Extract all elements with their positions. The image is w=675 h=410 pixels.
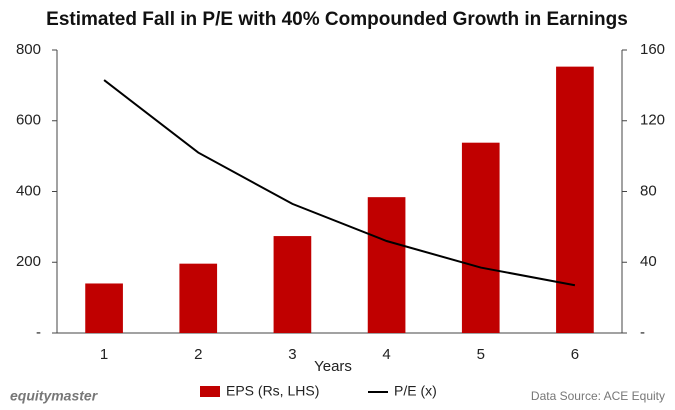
y-tick-label: 200 <box>16 253 41 270</box>
y2-tick-label: 40 <box>640 253 657 270</box>
bar <box>367 197 406 333</box>
bar <box>461 142 500 333</box>
x-tick-label: 2 <box>194 346 202 363</box>
legend-label: EPS (Rs, LHS) <box>226 383 319 399</box>
y-tick-label: 600 <box>16 112 41 129</box>
x-tick-label: 1 <box>100 346 108 363</box>
bar <box>179 263 218 333</box>
y-tick-label: - <box>36 324 41 341</box>
line <box>103 79 576 287</box>
bar <box>85 283 123 333</box>
y2-tick-label: 160 <box>640 41 665 58</box>
x-tick-label: 4 <box>382 346 390 363</box>
chart-title: Estimated Fall in P/E with 40% Compounde… <box>46 9 628 30</box>
y-tick-label: 800 <box>16 41 41 58</box>
x-tick-label: 3 <box>288 346 296 363</box>
bar <box>273 236 312 333</box>
x-tick-label: 5 <box>477 346 485 363</box>
y2-tick-label: - <box>640 324 645 341</box>
legend-label: P/E (x) <box>394 383 437 399</box>
y-tick-label: 400 <box>16 182 41 199</box>
bar <box>556 66 594 333</box>
brand: equitymaster <box>10 388 99 404</box>
x-tick-label: 6 <box>571 346 579 363</box>
y2-tick-label: 120 <box>640 112 665 129</box>
y2-tick-label: 80 <box>640 182 657 199</box>
source: Data Source: ACE Equity <box>531 389 665 403</box>
x-axis-label: Years <box>314 358 352 375</box>
legend-swatch <box>200 386 220 397</box>
